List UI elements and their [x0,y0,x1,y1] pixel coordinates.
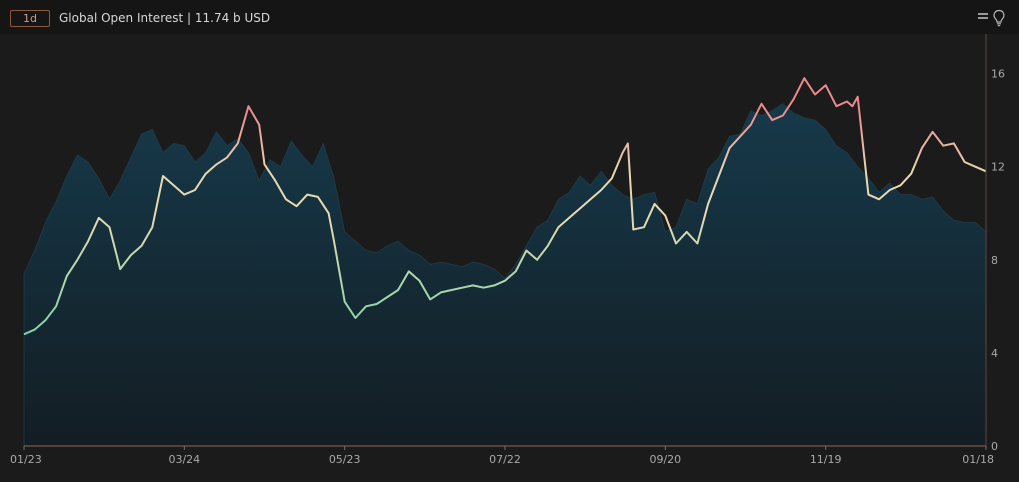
y-tick-label: 16 [991,68,1005,81]
x-tick-label: 11/19 [810,453,842,466]
chart-header: 1d Global Open Interest | 11.74 b USD [0,0,1019,34]
interval-button[interactable]: 1d [10,10,50,27]
x-tick-label: 03/24 [168,453,200,466]
y-tick-label: 4 [991,347,998,360]
x-tick-label: 09/20 [649,453,681,466]
y-tick-label: 0 [991,440,998,453]
lightbulb-icon[interactable] [992,9,1006,27]
x-tick-label: 01/18 [962,453,994,466]
area-series [23,103,987,447]
x-tick-label: 01/23 [10,453,42,466]
y-axis-ticks: 0 4 8 12 16 [991,68,1005,453]
x-tick-label: 05/23 [329,453,361,466]
hamburger-icon[interactable] [977,13,989,23]
chart-title: Global Open Interest | 11.74 b USD [59,11,271,25]
line-series [23,77,987,336]
y-tick-label: 12 [991,161,1005,174]
x-axis-ticks: 01/23 03/24 05/23 07/22 09/20 11/19 01/18 [10,446,994,466]
x-tick-label: 07/22 [489,453,521,466]
y-tick-label: 8 [991,254,998,267]
